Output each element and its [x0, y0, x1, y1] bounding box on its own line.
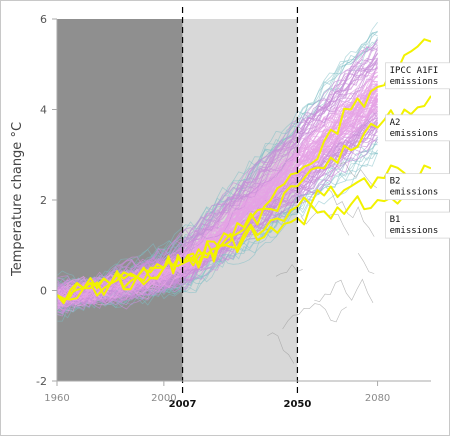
- ensemble-member-line: [57, 139, 378, 317]
- period-marker-label: 2007: [169, 399, 197, 410]
- series-line-2: [57, 95, 431, 302]
- outlier-trace: [357, 253, 375, 274]
- period-marker-label: 2050: [284, 399, 312, 410]
- annotation-text: B2: [390, 177, 401, 187]
- series-line-4: [57, 186, 431, 305]
- annotation-text: A2: [390, 118, 401, 128]
- annotation-text: emissions: [390, 188, 439, 198]
- outlier-trace: [314, 278, 374, 303]
- outlier-trace: [275, 264, 303, 277]
- ensemble-member-line: [57, 64, 378, 296]
- y-tick-label: 4: [40, 104, 47, 117]
- annotation-text: emissions: [390, 77, 439, 87]
- annotation-text: emissions: [390, 226, 439, 236]
- annotation-text: IPCC A1FI: [390, 66, 439, 76]
- y-tick-label: 6: [40, 13, 47, 26]
- x-tick-label: 1960: [44, 393, 69, 404]
- ensemble-member-line: [57, 105, 378, 299]
- y-tick-label: 2: [40, 194, 47, 207]
- ensemble-member-line: [57, 150, 378, 309]
- annotation-text: B1: [390, 215, 401, 225]
- ensemble-member-line: [57, 62, 378, 300]
- ensemble-member-line: [57, 47, 378, 300]
- outlier-trace: [282, 303, 347, 330]
- annotation-box: [385, 173, 450, 201]
- annotation-box: [385, 62, 450, 90]
- outlier-trace: [339, 162, 377, 189]
- y-tick-label: 0: [40, 285, 47, 298]
- annotation-text: emissions: [390, 129, 439, 139]
- x-tick-label: 2000: [151, 393, 176, 404]
- ensemble-member-line: [57, 45, 378, 286]
- ensemble-member-line: [57, 53, 378, 295]
- annotation-box: [385, 211, 450, 239]
- shaded-period: [57, 19, 183, 381]
- annotation-box: [385, 114, 450, 142]
- y-tick-label: -2: [36, 375, 47, 388]
- ensemble-member-line: [57, 103, 378, 308]
- outlier-trace: [267, 332, 295, 364]
- y-axis-label: Temperature change °C: [10, 122, 25, 277]
- x-tick-label: 2080: [365, 393, 390, 404]
- series-line-1: [57, 38, 431, 301]
- outlier-trace: [325, 187, 375, 237]
- ensemble-member-line: [57, 46, 378, 300]
